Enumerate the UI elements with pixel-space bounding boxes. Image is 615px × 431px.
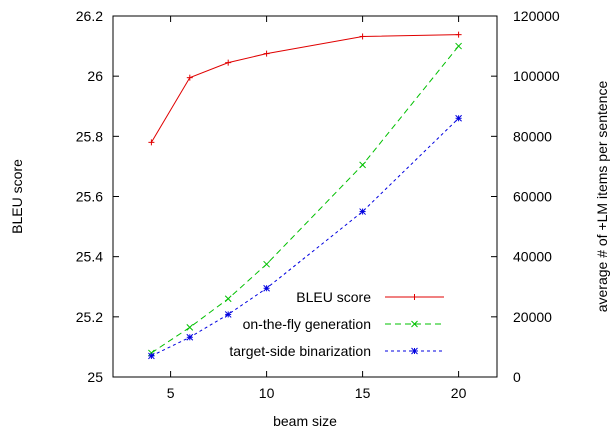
y-tick-label: 25.6 — [76, 189, 103, 205]
y2-axis-label: average # of +LM items per sentence — [594, 81, 610, 313]
x-axis-label: beam size — [273, 413, 337, 429]
series-line — [151, 117, 459, 357]
y-axis-label: BLEU score — [9, 159, 25, 234]
series-1 — [148, 42, 462, 357]
data-point — [224, 311, 232, 318]
data-point — [186, 74, 193, 81]
legend-item: BLEU score — [296, 289, 444, 305]
x-tick-label: 20 — [451, 385, 467, 401]
series-line — [151, 45, 459, 354]
data-point — [359, 208, 366, 215]
y2-tick-label: 60000 — [513, 189, 552, 205]
data-point — [186, 324, 194, 331]
data-point — [263, 50, 270, 57]
y2-tick-label: 0 — [513, 369, 521, 385]
legend-item: on-the-fly generation — [243, 316, 444, 332]
y2-tick-label: 120000 — [513, 8, 560, 24]
data-point — [148, 352, 155, 360]
series-0 — [148, 31, 462, 146]
data-point — [225, 59, 232, 66]
legend-item: target-side binarization — [229, 343, 444, 359]
series-layer — [148, 31, 462, 360]
data-point — [455, 114, 462, 122]
legend-label: BLEU score — [296, 289, 371, 305]
legend-marker — [411, 347, 418, 355]
y-tick-label: 26.2 — [76, 8, 103, 24]
legend-label: target-side binarization — [229, 343, 371, 359]
y2-tick-label: 20000 — [513, 309, 552, 325]
y2-tick-label: 80000 — [513, 128, 552, 144]
y-tick-label: 25.8 — [76, 128, 103, 144]
data-point — [359, 161, 366, 169]
y-tick-label: 25.2 — [76, 309, 103, 325]
legend-marker — [411, 320, 418, 328]
legend-label: on-the-fly generation — [243, 316, 371, 332]
series-line — [150, 34, 459, 143]
data-point — [455, 42, 462, 50]
y-tick-label: 25 — [87, 369, 103, 385]
y-tick-label: 26 — [87, 68, 103, 84]
y2-tick-label: 40000 — [513, 249, 552, 265]
data-point — [263, 260, 270, 268]
y2-tick-label: 100000 — [513, 68, 560, 84]
data-point — [224, 295, 232, 303]
y-tick-label: 25.4 — [76, 249, 103, 265]
x-tick-label: 15 — [355, 385, 371, 401]
data-point — [359, 33, 366, 40]
x-tick-label: 5 — [167, 385, 175, 401]
ticks-layer: 5 10 15 20 25 25.2 25.4 25.6 25.8 26 26.2 0 20000 400… — [76, 8, 560, 401]
data-point — [148, 139, 155, 146]
data-point — [186, 333, 194, 341]
x-tick-label: 10 — [259, 385, 275, 401]
legend: BLEU score on-the-fly generation target-si… — [229, 289, 444, 359]
series-2 — [148, 114, 462, 360]
data-point — [455, 31, 462, 38]
data-point — [263, 284, 270, 292]
legend-marker — [411, 294, 418, 300]
